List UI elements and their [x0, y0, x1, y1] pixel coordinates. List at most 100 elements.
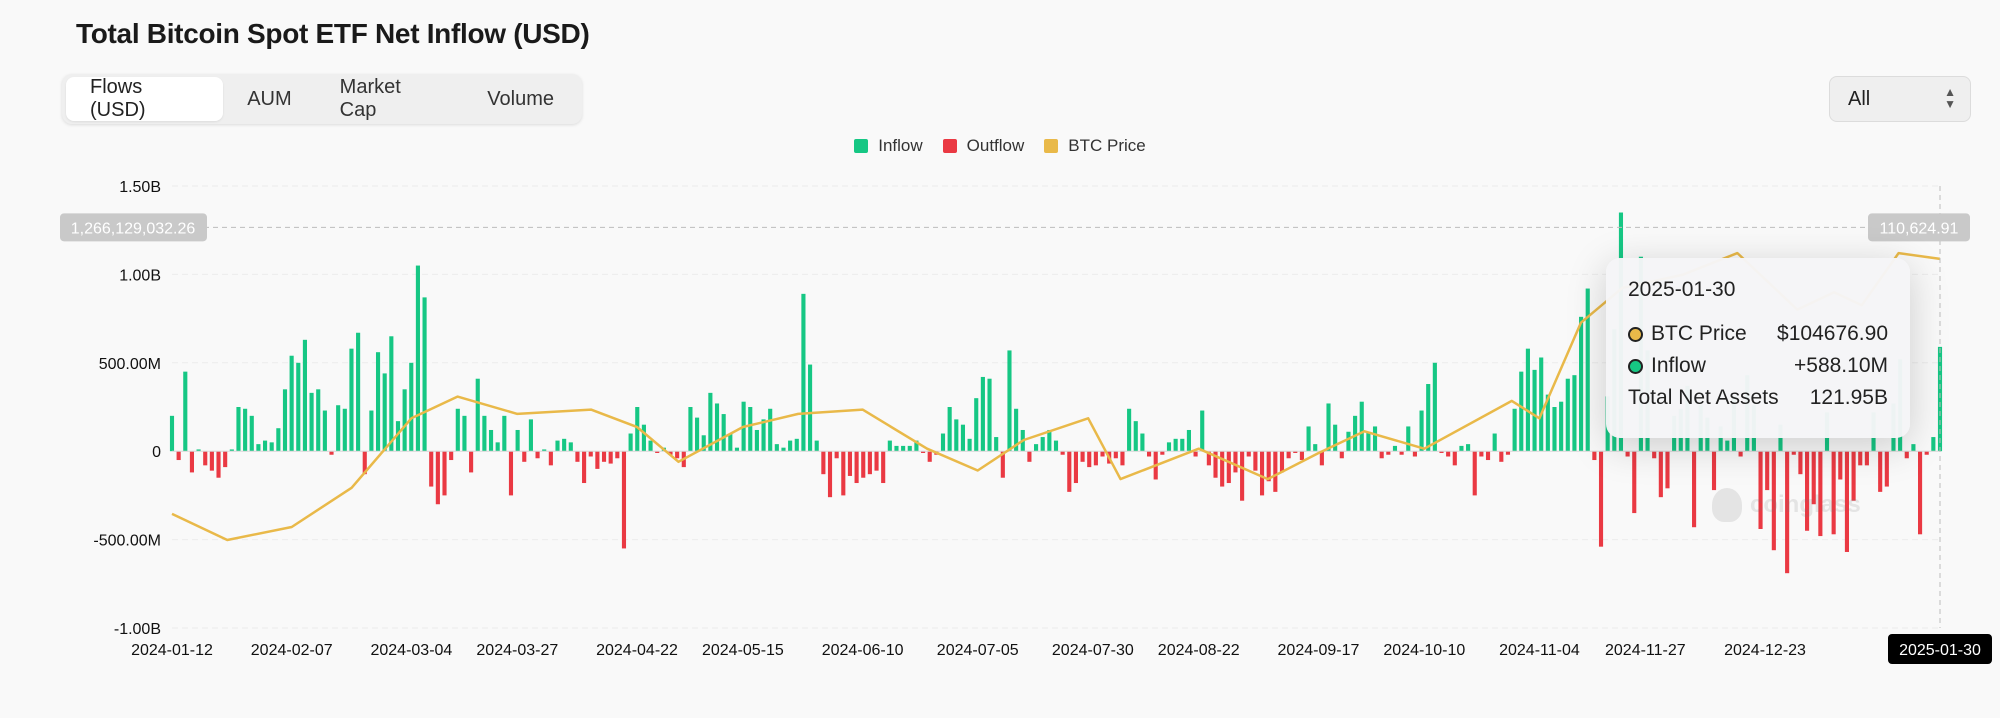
inflow-bar	[894, 445, 899, 452]
outflow-bar	[522, 451, 527, 462]
inflow-bar	[1525, 348, 1530, 452]
legend-swatch-inflow	[854, 139, 869, 153]
inflow-bar	[695, 417, 700, 452]
x-tick-label: 2024-10-10	[1383, 642, 1465, 659]
inflow-bar	[196, 449, 201, 452]
outflow-bar	[1233, 451, 1238, 473]
inflow-bar	[302, 339, 307, 452]
x-tick-label: 2024-11-27	[1605, 642, 1686, 659]
inflow-bar	[515, 429, 520, 452]
outflow-bar	[1658, 451, 1663, 498]
inflow-bar	[1007, 350, 1012, 452]
chart-tooltip: 2025-01-30 BTC Price $104676.90 Inflow +…	[1606, 258, 1910, 438]
x-tick-label: 2024-02-07	[251, 642, 333, 659]
outflow-bar	[469, 451, 474, 473]
inflow-bar	[482, 415, 487, 452]
outflow-bar	[1499, 451, 1504, 462]
x-tick-label: 2024-08-22	[1158, 642, 1240, 659]
outflow-bar	[1226, 451, 1231, 484]
inflow-bar	[455, 408, 460, 452]
legend-item-inflow[interactable]: Inflow	[854, 136, 923, 156]
outflow-bar	[1146, 451, 1152, 457]
tab-volume[interactable]: Volume	[487, 87, 554, 110]
inflow-bar	[462, 415, 467, 452]
inflow-bar	[768, 408, 773, 452]
inflow-bar	[415, 265, 420, 452]
inflow-bar	[1186, 429, 1191, 452]
tab-flows[interactable]: Flows (USD)	[66, 76, 224, 121]
tab-aum[interactable]: AUM	[247, 87, 292, 110]
outflow-bar	[176, 451, 181, 461]
outflow-bar	[595, 451, 600, 469]
inflow-bar	[1545, 394, 1550, 452]
outflow-bar	[601, 451, 607, 462]
legend-label-outflow: Outflow	[966, 136, 1025, 155]
outflow-bar	[1851, 451, 1856, 501]
inflow-bar	[289, 355, 294, 452]
outflow-bar	[1485, 451, 1491, 461]
outflow-bar	[621, 451, 627, 549]
y-tick-label: -500.00M	[93, 533, 161, 550]
outflow-bar	[847, 451, 853, 476]
outflow-bar	[1818, 451, 1823, 537]
inflow-bar	[1053, 440, 1059, 452]
outflow-bar	[1259, 451, 1265, 496]
legend-item-btc-price[interactable]: BTC Price	[1044, 136, 1146, 156]
outflow-bar	[1592, 451, 1597, 461]
outflow-bar	[588, 451, 593, 457]
outflow-bar	[874, 451, 879, 471]
legend-item-outflow[interactable]: Outflow	[942, 136, 1025, 156]
inflow-bar	[1725, 440, 1730, 452]
inflow-bar	[708, 392, 713, 452]
inflow-bar	[1419, 410, 1424, 452]
tooltip-label: BTC Price	[1651, 322, 1747, 345]
inflow-bar	[1466, 444, 1471, 452]
inflow-bar	[1366, 431, 1371, 452]
chevron-updown-icon: ▲ ▼	[1944, 85, 1956, 111]
coinglass-watermark: coinglass	[1712, 488, 1861, 522]
range-select[interactable]: All ▲ ▼	[1829, 76, 1971, 122]
inflow-bar	[987, 378, 992, 452]
inflow-bar	[1579, 316, 1584, 452]
outflow-bar	[1067, 451, 1072, 492]
tab-market-cap[interactable]: Market Cap	[339, 76, 401, 121]
outflow-bar	[854, 451, 859, 484]
inflow-bar	[1047, 429, 1052, 452]
outflow-bar	[429, 451, 434, 487]
inflow-bar	[1359, 401, 1364, 452]
inflow-bar	[1313, 444, 1318, 452]
tooltip-value: +588.10M	[1794, 354, 1888, 377]
inflow-bar	[502, 415, 507, 452]
outflow-bar	[1120, 451, 1125, 466]
outflow-bar	[1206, 451, 1211, 466]
inflow-bar	[1718, 426, 1723, 452]
inflow-bar	[1180, 438, 1185, 452]
inflow-bar	[402, 389, 407, 452]
inflow-bar	[389, 336, 394, 452]
outflow-bar	[329, 451, 334, 455]
outflow-bar	[1240, 451, 1245, 501]
x-tick-label: 2024-07-30	[1052, 642, 1134, 659]
outflow-bar	[1844, 451, 1850, 552]
tooltip-row-total-assets: Total Net Assets 121.95B	[1628, 382, 1888, 414]
inflow-bar	[801, 293, 806, 452]
inflow-bar	[262, 440, 268, 452]
outflow-bar	[1113, 451, 1118, 459]
legend-label-inflow: Inflow	[878, 136, 923, 155]
inflow-bar	[748, 407, 753, 452]
inflow-bar	[236, 407, 241, 452]
inflow-bar	[183, 371, 188, 452]
inflow-bar	[960, 424, 966, 452]
outflow-bar	[435, 451, 440, 505]
outflow-bar	[1027, 451, 1032, 462]
x-tick-label: 2024-04-22	[596, 642, 678, 659]
inflow-bar	[901, 445, 906, 452]
range-select-value: All	[1848, 87, 1871, 110]
inflow-bar	[940, 433, 946, 452]
inflow-bar	[641, 424, 646, 452]
outflow-bar	[1266, 451, 1271, 482]
outflow-bar	[1087, 451, 1092, 468]
metric-tabs: Flows (USD) AUM Market Cap Volume	[62, 74, 582, 124]
outflow-bar	[223, 451, 228, 468]
inflow-bar	[701, 435, 706, 452]
